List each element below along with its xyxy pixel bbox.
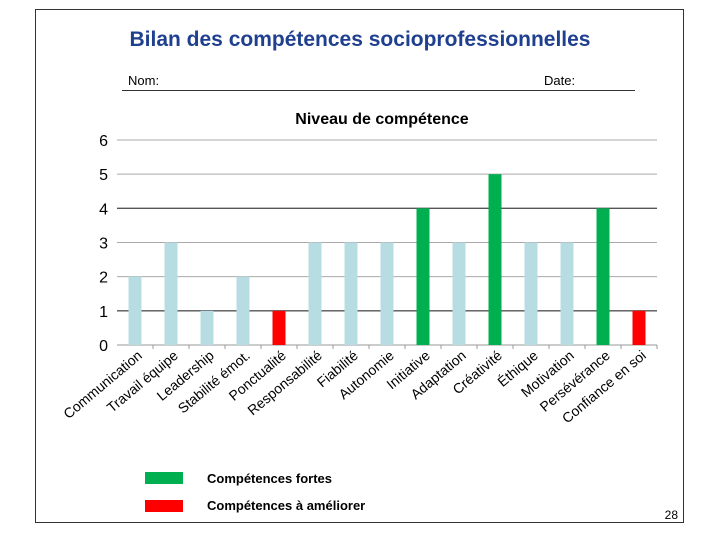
bar — [452, 242, 466, 345]
legend-swatch-weak — [145, 500, 183, 512]
bar — [416, 208, 430, 345]
y-tick-label: 5 — [99, 167, 108, 184]
bar — [596, 208, 610, 345]
legend-label-weak: Compétences à améliorer — [207, 498, 366, 513]
slide-frame — [35, 9, 684, 523]
bar — [632, 310, 646, 345]
y-tick-label: 3 — [99, 236, 108, 253]
bar — [200, 310, 214, 345]
legend-swatch-strong — [145, 472, 183, 484]
bar — [380, 242, 394, 345]
bar — [272, 310, 286, 345]
bar — [308, 242, 322, 345]
y-tick-label: 4 — [99, 201, 108, 218]
chart-title: Niveau de compétence — [295, 111, 469, 128]
y-tick-label: 6 — [99, 133, 108, 150]
bar — [164, 242, 178, 345]
bar — [344, 242, 358, 345]
header-underline — [122, 90, 635, 91]
bar — [236, 276, 250, 345]
bar — [560, 242, 574, 345]
page-title: Bilan des compétences socioprofessionnel… — [129, 28, 591, 51]
date-label: Date: — [544, 73, 576, 88]
y-tick-label: 2 — [99, 270, 108, 287]
name-label: Nom: — [128, 73, 160, 88]
y-tick-label: 0 — [99, 338, 108, 355]
bar — [524, 242, 538, 345]
bar — [488, 174, 502, 345]
y-tick-label: 1 — [99, 304, 108, 321]
bar — [128, 276, 142, 345]
legend-label-strong: Compétences fortes — [207, 471, 332, 486]
page-number: 28 — [664, 508, 678, 522]
